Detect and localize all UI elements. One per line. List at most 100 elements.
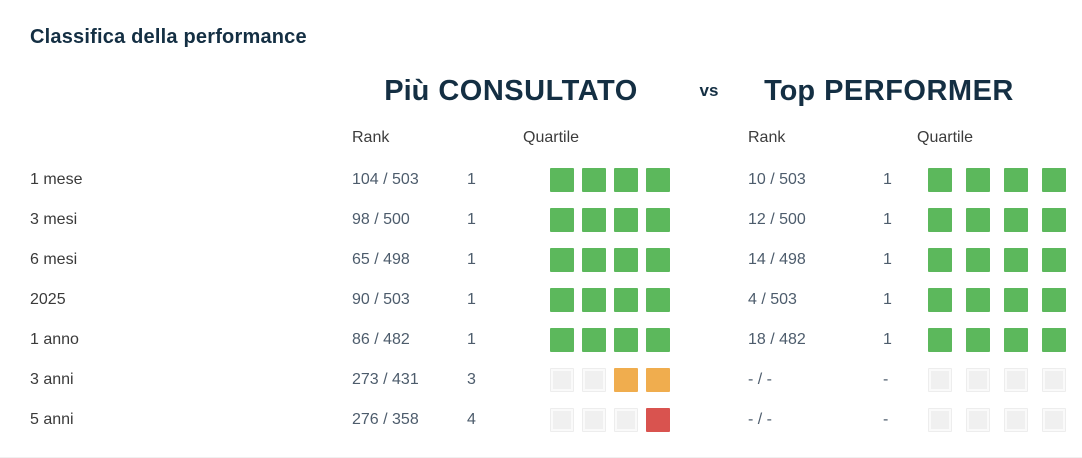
quartile-value-left: 1 <box>467 291 476 308</box>
quartile-value-right: 1 <box>883 211 892 228</box>
period-label: 5 anni <box>30 411 74 428</box>
period-label: 1 mese <box>30 171 83 188</box>
quartile-squares-right <box>928 168 1066 192</box>
quartile-square-green <box>928 288 952 312</box>
rank-value-left: 276 / 358 <box>352 411 419 428</box>
quartile-square-green <box>928 248 952 272</box>
quartile-square-green <box>1004 248 1028 272</box>
quartile-value-right: - <box>883 371 889 388</box>
quartile-square-gray <box>582 408 606 432</box>
quartile-square-gray <box>928 368 952 392</box>
quartile-value-right: 1 <box>883 331 892 348</box>
quartile-square-green <box>966 208 990 232</box>
rank-value-right: 18 / 482 <box>748 331 806 348</box>
quartile-value-left: 1 <box>467 211 476 228</box>
column-headers: Rank Quartile Rank Quartile <box>0 129 1082 151</box>
table-row: 2025 90 / 503 1 4 / 503 1 <box>0 280 1082 320</box>
quartile-square-gray <box>550 368 574 392</box>
quartile-square-gray <box>1004 408 1028 432</box>
quartile-square-green <box>928 208 952 232</box>
right-title-prefix: Top <box>764 74 816 107</box>
vs-label: vs <box>699 81 719 100</box>
rank-value-left: 90 / 503 <box>352 291 410 308</box>
quartile-squares-left <box>550 288 670 312</box>
period-label: 6 mesi <box>30 251 78 268</box>
quartile-square-green <box>582 168 606 192</box>
rank-value-right: 12 / 500 <box>748 211 806 228</box>
page-title: Classifica della performance <box>30 26 307 48</box>
left-title-prefix: Più <box>384 74 430 107</box>
left-title-name: CONSULTATO <box>438 74 638 107</box>
quartile-square-green <box>614 248 638 272</box>
quartile-square-green <box>966 328 990 352</box>
quartile-square-green <box>1042 288 1066 312</box>
period-label: 3 anni <box>30 371 74 388</box>
quartile-squares-right <box>928 368 1066 392</box>
rank-value-right: - / - <box>748 371 772 388</box>
quartile-square-gray <box>582 368 606 392</box>
quartile-squares-right <box>928 248 1066 272</box>
quartile-header-right: Quartile <box>917 129 974 146</box>
rank-value-left: 65 / 498 <box>352 251 410 268</box>
rank-header-left: Rank <box>352 129 390 146</box>
quartile-square-green <box>550 328 574 352</box>
quartile-square-green <box>966 248 990 272</box>
quartile-square-green <box>928 328 952 352</box>
quartile-square-gray <box>928 408 952 432</box>
quartile-square-green <box>550 208 574 232</box>
table-row: 3 anni 273 / 431 3 - / - - <box>0 360 1082 400</box>
quartile-square-gray <box>550 408 574 432</box>
quartile-square-green <box>928 168 952 192</box>
quartile-value-right: - <box>883 411 889 428</box>
quartile-square-green <box>1042 208 1066 232</box>
quartile-squares-right <box>928 288 1066 312</box>
quartile-square-green <box>1042 248 1066 272</box>
rank-value-left: 86 / 482 <box>352 331 410 348</box>
right-title-name: PERFORMER <box>824 74 1014 107</box>
quartile-square-green <box>582 288 606 312</box>
rank-value-right: - / - <box>748 411 772 428</box>
quartile-squares-left <box>550 168 670 192</box>
quartile-square-green <box>550 168 574 192</box>
quartile-square-green <box>646 248 670 272</box>
quartile-square-green <box>614 208 638 232</box>
quartile-square-gray <box>614 408 638 432</box>
quartile-squares-left <box>550 328 670 352</box>
quartile-squares-right <box>928 328 1066 352</box>
left-column-title: Più CONSULTATO <box>352 72 670 110</box>
quartile-squares-left <box>550 248 670 272</box>
quartile-value-left: 4 <box>467 411 476 428</box>
quartile-value-right: 1 <box>883 171 892 188</box>
quartile-square-gray <box>966 368 990 392</box>
quartile-value-right: 1 <box>883 251 892 268</box>
quartile-square-green <box>550 248 574 272</box>
quartile-square-gray <box>966 408 990 432</box>
quartile-square-red <box>646 408 670 432</box>
quartile-square-green <box>1004 288 1028 312</box>
quartile-square-gray <box>1042 368 1066 392</box>
quartile-value-left: 1 <box>467 171 476 188</box>
quartile-header-left: Quartile <box>523 129 580 146</box>
quartile-squares-left <box>550 408 670 432</box>
period-label: 1 anno <box>30 331 79 348</box>
quartile-value-left: 3 <box>467 371 476 388</box>
rank-value-left: 98 / 500 <box>352 211 410 228</box>
quartile-squares-left <box>550 208 670 232</box>
quartile-square-green <box>1004 208 1028 232</box>
table-row: 6 mesi 65 / 498 1 14 / 498 1 <box>0 240 1082 280</box>
quartile-square-green <box>646 288 670 312</box>
quartile-value-left: 1 <box>467 331 476 348</box>
rank-value-right: 4 / 503 <box>748 291 797 308</box>
table-row: 1 anno 86 / 482 1 18 / 482 1 <box>0 320 1082 360</box>
quartile-square-green <box>1004 168 1028 192</box>
quartile-square-green <box>646 208 670 232</box>
quartile-square-green <box>582 208 606 232</box>
quartile-square-green <box>646 328 670 352</box>
quartile-value-right: 1 <box>883 291 892 308</box>
quartile-square-green <box>614 168 638 192</box>
rank-header-right: Rank <box>748 129 786 146</box>
quartile-square-orange <box>614 368 638 392</box>
quartile-square-green <box>614 288 638 312</box>
comparison-header: Più CONSULTATO vs Top PERFORMER <box>0 72 1082 110</box>
